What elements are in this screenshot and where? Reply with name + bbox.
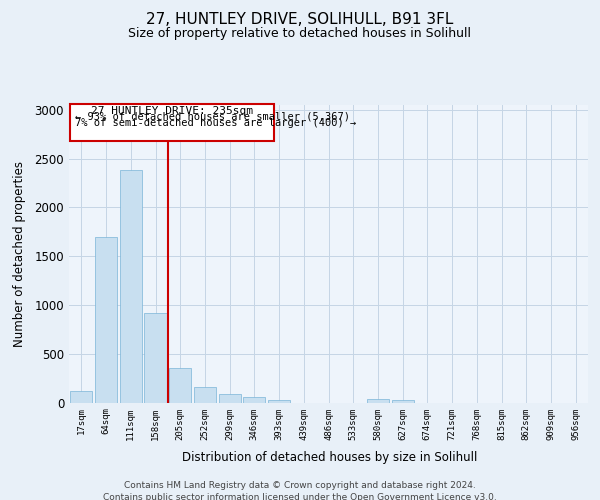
Bar (367, 399, 389, 402)
Bar (194, 388, 216, 402)
Bar (119, 170, 142, 402)
Text: Size of property relative to detached houses in Solihull: Size of property relative to detached ho… (128, 28, 472, 40)
Bar (392, 400, 414, 402)
Text: Contains HM Land Registry data © Crown copyright and database right 2024.: Contains HM Land Registry data © Crown c… (124, 481, 476, 490)
Text: 7% of semi-detached houses are larger (400) →: 7% of semi-detached houses are larger (4… (75, 118, 356, 128)
Bar (268, 400, 290, 402)
Bar (243, 397, 265, 402)
Text: Contains public sector information licensed under the Open Government Licence v3: Contains public sector information licen… (103, 493, 497, 500)
Text: 27 HUNTLEY DRIVE: 235sqm: 27 HUNTLEY DRIVE: 235sqm (91, 106, 253, 117)
Text: ← 93% of detached houses are smaller (5,367): ← 93% of detached houses are smaller (5,… (75, 112, 350, 122)
Bar (145, 313, 167, 402)
Y-axis label: Number of detached properties: Number of detached properties (13, 161, 26, 347)
Bar (169, 368, 191, 402)
Bar (95, 236, 117, 402)
FancyBboxPatch shape (70, 104, 274, 141)
Text: Distribution of detached houses by size in Solihull: Distribution of detached houses by size … (182, 451, 478, 464)
Bar (70, 391, 92, 402)
Text: 27, HUNTLEY DRIVE, SOLIHULL, B91 3FL: 27, HUNTLEY DRIVE, SOLIHULL, B91 3FL (146, 12, 454, 28)
Bar (218, 394, 241, 402)
